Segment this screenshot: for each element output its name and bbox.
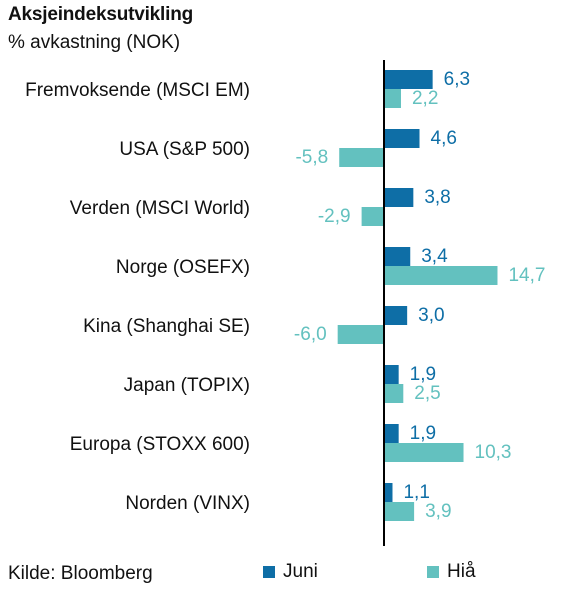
- legend-juni: Juni: [263, 561, 318, 583]
- category-label: Norge (OSEFX): [116, 257, 250, 278]
- value-label-juni: 3,8: [424, 187, 450, 208]
- bar-hia: [384, 443, 464, 462]
- legend-label-hia: Hiå: [447, 561, 476, 582]
- value-label-juni: 1,1: [403, 482, 429, 503]
- bar-juni: [384, 70, 433, 89]
- category-label: Kina (Shanghai SE): [83, 316, 250, 337]
- legend-swatch-hia: [427, 566, 439, 578]
- value-label-hia: 2,2: [412, 88, 438, 109]
- bar-juni: [384, 424, 399, 443]
- value-label-hia: 3,9: [425, 501, 451, 522]
- bar-juni: [384, 129, 420, 148]
- value-label-juni: 6,3: [444, 69, 470, 90]
- category-label: Fremvoksende (MSCI EM): [25, 80, 250, 101]
- bar-hia: [384, 384, 404, 403]
- value-label-juni: 4,6: [431, 128, 457, 149]
- value-label-hia: -6,0: [294, 324, 327, 345]
- bar-juni: [384, 365, 399, 384]
- bar-juni: [384, 247, 411, 266]
- value-label-hia: -5,8: [295, 147, 328, 168]
- value-label-juni: 3,0: [418, 305, 444, 326]
- bar-hia: [384, 502, 415, 521]
- category-label: Europa (STOXX 600): [70, 434, 250, 455]
- source-note: Kilde: Bloomberg: [8, 563, 153, 584]
- category-label: Verden (MSCI World): [70, 198, 250, 219]
- category-label: Japan (TOPIX): [124, 375, 250, 396]
- value-label-juni: 3,4: [421, 246, 448, 267]
- bar-juni: [384, 188, 414, 207]
- bar-hia: [384, 266, 498, 285]
- value-label-hia: 10,3: [475, 442, 512, 463]
- legend-swatch-juni: [263, 566, 275, 578]
- bar-hia: [337, 325, 384, 344]
- category-label: USA (S&P 500): [119, 139, 250, 160]
- category-label: Norden (VINX): [125, 493, 250, 514]
- chart-title: Aksjeindeksutvikling: [8, 4, 194, 25]
- value-label-hia: 2,5: [414, 383, 440, 404]
- bar-hia: [361, 207, 384, 226]
- value-label-juni: 1,9: [410, 423, 436, 444]
- value-label-hia: 14,7: [508, 265, 545, 286]
- bar-hia: [339, 148, 384, 167]
- legend-label-juni: Juni: [283, 561, 318, 582]
- value-label-hia: -2,9: [318, 206, 351, 227]
- bar-hia: [384, 89, 401, 108]
- value-label-juni: 1,9: [410, 364, 436, 385]
- chart-subtitle: % avkastning (NOK): [8, 32, 181, 53]
- bar-juni: [384, 483, 393, 502]
- legend-hia: Hiå: [427, 561, 476, 583]
- bar-juni: [384, 306, 408, 325]
